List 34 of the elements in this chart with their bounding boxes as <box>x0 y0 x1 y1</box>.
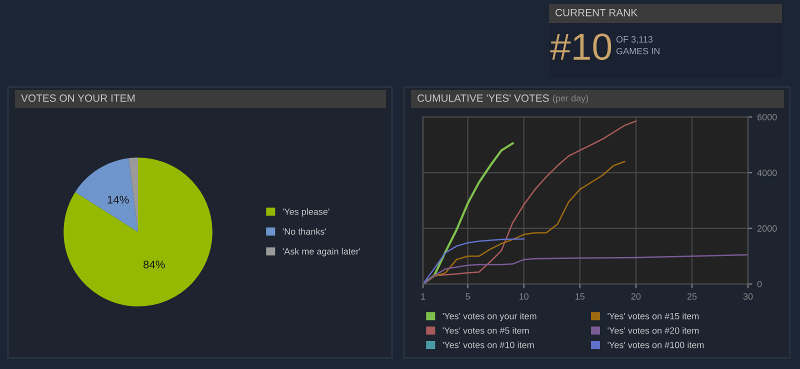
legend-label: 'Yes' votes on #10 item <box>442 342 534 348</box>
data-label: 84% <box>143 260 165 268</box>
pie-slice <box>64 158 212 306</box>
legend-label: 'Ask me again later' <box>282 248 360 256</box>
x-tick-label: 25 <box>687 293 697 300</box>
line-series <box>423 160 626 284</box>
legend-label: 'Yes' votes on #5 item <box>442 327 529 334</box>
y-tick-label: 0 <box>757 280 762 288</box>
chart-subtitle: (per day) <box>553 94 588 104</box>
x-tick-label: 5 <box>466 293 470 300</box>
legend-label: 'Yes' votes on your item <box>442 312 536 322</box>
legend-label: 'No thanks' <box>282 228 326 235</box>
text: OF 3,113 GAMES IN <box>616 36 660 54</box>
line-series <box>423 142 514 284</box>
legend-label: 'Yes please' <box>282 208 330 217</box>
x-tick-label: 20 <box>631 293 641 300</box>
y-tick-label: 2000 <box>757 225 777 232</box>
text: #10 <box>550 34 612 60</box>
text: CURRENT RANK <box>556 8 638 16</box>
chart-title: VOTES ON YOUR ITEM <box>21 94 135 102</box>
y-tick-label: 4000 <box>757 170 777 176</box>
x-tick-label: 10 <box>520 293 529 300</box>
line-series <box>423 238 525 284</box>
legend-label: 'Yes' votes on #15 item <box>608 312 699 320</box>
data-label: 14% <box>108 196 129 204</box>
pie-slice <box>128 158 138 232</box>
pie-slice <box>75 158 138 232</box>
y-tick-label: 6000 <box>757 114 777 120</box>
legend-label: 'Yes' votes on #20 item <box>608 327 699 334</box>
chart-title: CUMULATIVE 'YES' VOTES <box>418 94 549 102</box>
x-tick-label: 1 <box>421 293 426 300</box>
x-tick-label: 30 <box>743 293 753 300</box>
legend-label: 'Yes' votes on #100 item <box>608 342 704 348</box>
x-tick-label: 15 <box>576 293 585 300</box>
